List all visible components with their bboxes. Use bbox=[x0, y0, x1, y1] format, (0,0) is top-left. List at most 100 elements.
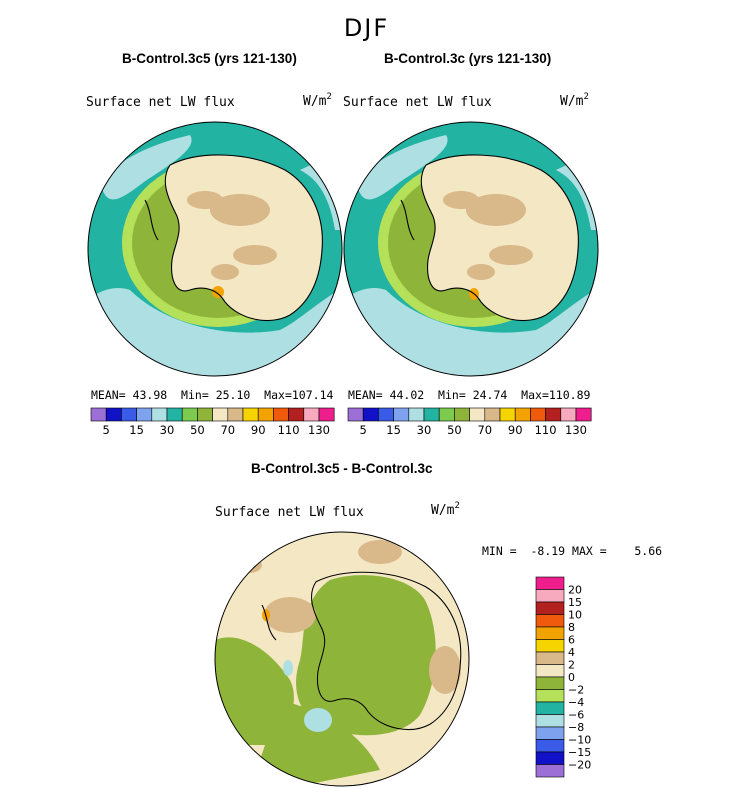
right-colorbar-swatch bbox=[378, 407, 394, 422]
right-units: W/m2 bbox=[560, 92, 589, 109]
left-colorbar-swatch bbox=[181, 407, 198, 422]
left-colorbar-swatch bbox=[105, 407, 122, 422]
left-colorbar-tick-label: 110 bbox=[278, 423, 300, 437]
left-colorbar-tick-label: 50 bbox=[190, 423, 205, 437]
diff-stats: MIN = -8.19 MAX = 5.66 bbox=[482, 544, 663, 558]
diff-colorbar-swatch bbox=[535, 751, 565, 765]
left-colorbar-swatch bbox=[121, 407, 137, 422]
left-colorbar-swatch bbox=[242, 407, 259, 422]
right-colorbar-tick-label: 5 bbox=[360, 423, 367, 437]
right-colorbar-tick-label: 110 bbox=[535, 423, 557, 437]
diff-colorbar-swatch bbox=[535, 589, 565, 603]
left-colorbar-swatch bbox=[273, 407, 289, 422]
diff-colorbar-swatch bbox=[535, 614, 565, 628]
diff-colorbar-swatch bbox=[535, 651, 565, 665]
right-colorbar-swatch bbox=[362, 407, 379, 422]
left-colorbar-swatch bbox=[227, 407, 244, 422]
right-colorbar-swatch bbox=[423, 407, 440, 422]
diff-map-border bbox=[214, 531, 470, 787]
right-colorbar-tick-label: 30 bbox=[417, 423, 432, 437]
left-colorbar-swatch bbox=[136, 407, 153, 422]
diff-colorbar-tick-label: 10 bbox=[568, 609, 582, 622]
right-panel-title: B-Control.3c (yrs 121-130) bbox=[384, 51, 552, 66]
left-colorbar-tick-label: 5 bbox=[103, 423, 110, 437]
diff-colorbar-swatch bbox=[535, 701, 565, 715]
diff-colorbar-tick-label: 15 bbox=[568, 596, 582, 609]
diff-colorbar-swatch bbox=[535, 576, 565, 590]
left-colorbar-swatch bbox=[303, 407, 320, 422]
right-colorbar-swatch bbox=[438, 407, 455, 422]
diff-colorbar-tick-label: 2 bbox=[568, 659, 575, 672]
left-colorbar-tick-label: 70 bbox=[220, 423, 235, 437]
right-colorbar-swatch bbox=[575, 407, 592, 422]
right-colorbar-swatch bbox=[393, 407, 410, 422]
diff-colorbar-swatch bbox=[535, 726, 565, 740]
right-colorbar-tick-label: 90 bbox=[508, 423, 523, 437]
right-field-title: Surface net LW flux bbox=[343, 95, 492, 110]
right-colorbar-swatch bbox=[408, 407, 425, 422]
right-colorbar-swatch bbox=[545, 407, 562, 422]
diff-colorbar-tick-label: −2 bbox=[568, 684, 584, 697]
diff-units: W/m2 bbox=[431, 501, 460, 518]
right-stats: MEAN= 44.02 Min= 24.74 Max=110.89 bbox=[348, 388, 591, 402]
diff-colorbar-tick-label: −6 bbox=[568, 709, 584, 722]
left-colorbar-tick-label: 15 bbox=[129, 423, 144, 437]
right-colorbar-swatch bbox=[484, 407, 501, 422]
right-colorbar-tick-label: 70 bbox=[477, 423, 492, 437]
left-colorbar-swatch bbox=[257, 407, 274, 422]
diff-colorbar-tick-label: −20 bbox=[568, 759, 591, 772]
diff-map bbox=[215, 532, 469, 786]
diff-colorbar-swatch bbox=[535, 601, 565, 615]
right-colorbar-swatch bbox=[469, 407, 486, 422]
diff-field-title: Surface net LW flux bbox=[215, 505, 364, 520]
right-colorbar-swatch bbox=[499, 407, 516, 422]
left-colorbar-tick-label: 90 bbox=[251, 423, 266, 437]
diff-colorbar-tick-label: 8 bbox=[568, 621, 575, 634]
diff-colorbar-swatch bbox=[535, 689, 565, 703]
right-colorbar-tick-label: 15 bbox=[386, 423, 401, 437]
right-colorbar: 5 15 30 50 70 90 110 130 bbox=[347, 407, 592, 437]
right-colorbar-swatch bbox=[347, 407, 364, 422]
diff-colorbar-swatch bbox=[535, 626, 565, 640]
diff-colorbar-tick-label: 20 bbox=[568, 584, 582, 597]
left-map bbox=[88, 122, 342, 376]
diff-colorbar-swatch bbox=[535, 714, 565, 728]
right-colorbar-swatch bbox=[560, 407, 577, 422]
right-colorbar-swatch bbox=[530, 407, 546, 422]
left-panel-title: B-Control.3c5 (yrs 121-130) bbox=[122, 51, 297, 66]
right-map-border bbox=[343, 121, 599, 377]
diff-colorbar-tick-label: 0 bbox=[568, 671, 575, 684]
diff-colorbar-tick-label: −8 bbox=[568, 721, 584, 734]
right-colorbar-tick-label: 50 bbox=[447, 423, 462, 437]
left-stats: MEAN= 43.98 Min= 25.10 Max=107.14 bbox=[91, 388, 334, 402]
left-colorbar-swatch bbox=[318, 407, 335, 422]
season-title: DJF bbox=[343, 14, 390, 42]
left-colorbar: 5 15 30 50 70 90 110 130 bbox=[90, 407, 335, 437]
diff-panel-title: B-Control.3c5 - B-Control.3c bbox=[251, 461, 433, 476]
diff-colorbar-swatch bbox=[535, 676, 565, 690]
left-colorbar-swatch bbox=[197, 407, 213, 422]
left-field-title: Surface net LW flux bbox=[86, 95, 235, 110]
diff-colorbar-tick-label: 4 bbox=[568, 646, 575, 659]
diff-colorbar-swatch bbox=[535, 639, 565, 653]
left-colorbar-swatch bbox=[90, 407, 107, 422]
right-colorbar-swatch bbox=[514, 407, 531, 422]
diff-colorbar-swatch bbox=[535, 739, 565, 753]
left-map-border bbox=[87, 121, 343, 377]
diff-colorbar-tick-label: −10 bbox=[568, 734, 591, 747]
right-map bbox=[344, 122, 598, 376]
diff-colorbar-swatch bbox=[535, 764, 565, 778]
left-colorbar-swatch bbox=[151, 407, 168, 422]
right-colorbar-swatch bbox=[454, 407, 470, 422]
right-colorbar-tick-label: 130 bbox=[565, 423, 587, 437]
left-colorbar-swatch bbox=[212, 407, 229, 422]
diff-colorbar-swatch bbox=[535, 664, 565, 678]
diff-colorbar-tick-label: 6 bbox=[568, 634, 575, 647]
left-colorbar-swatch bbox=[166, 407, 183, 422]
left-colorbar-tick-label: 30 bbox=[160, 423, 175, 437]
diff-colorbar-tick-label: −15 bbox=[568, 746, 591, 759]
diff-colorbar-tick-label: −4 bbox=[568, 696, 584, 709]
left-colorbar-tick-label: 130 bbox=[308, 423, 330, 437]
